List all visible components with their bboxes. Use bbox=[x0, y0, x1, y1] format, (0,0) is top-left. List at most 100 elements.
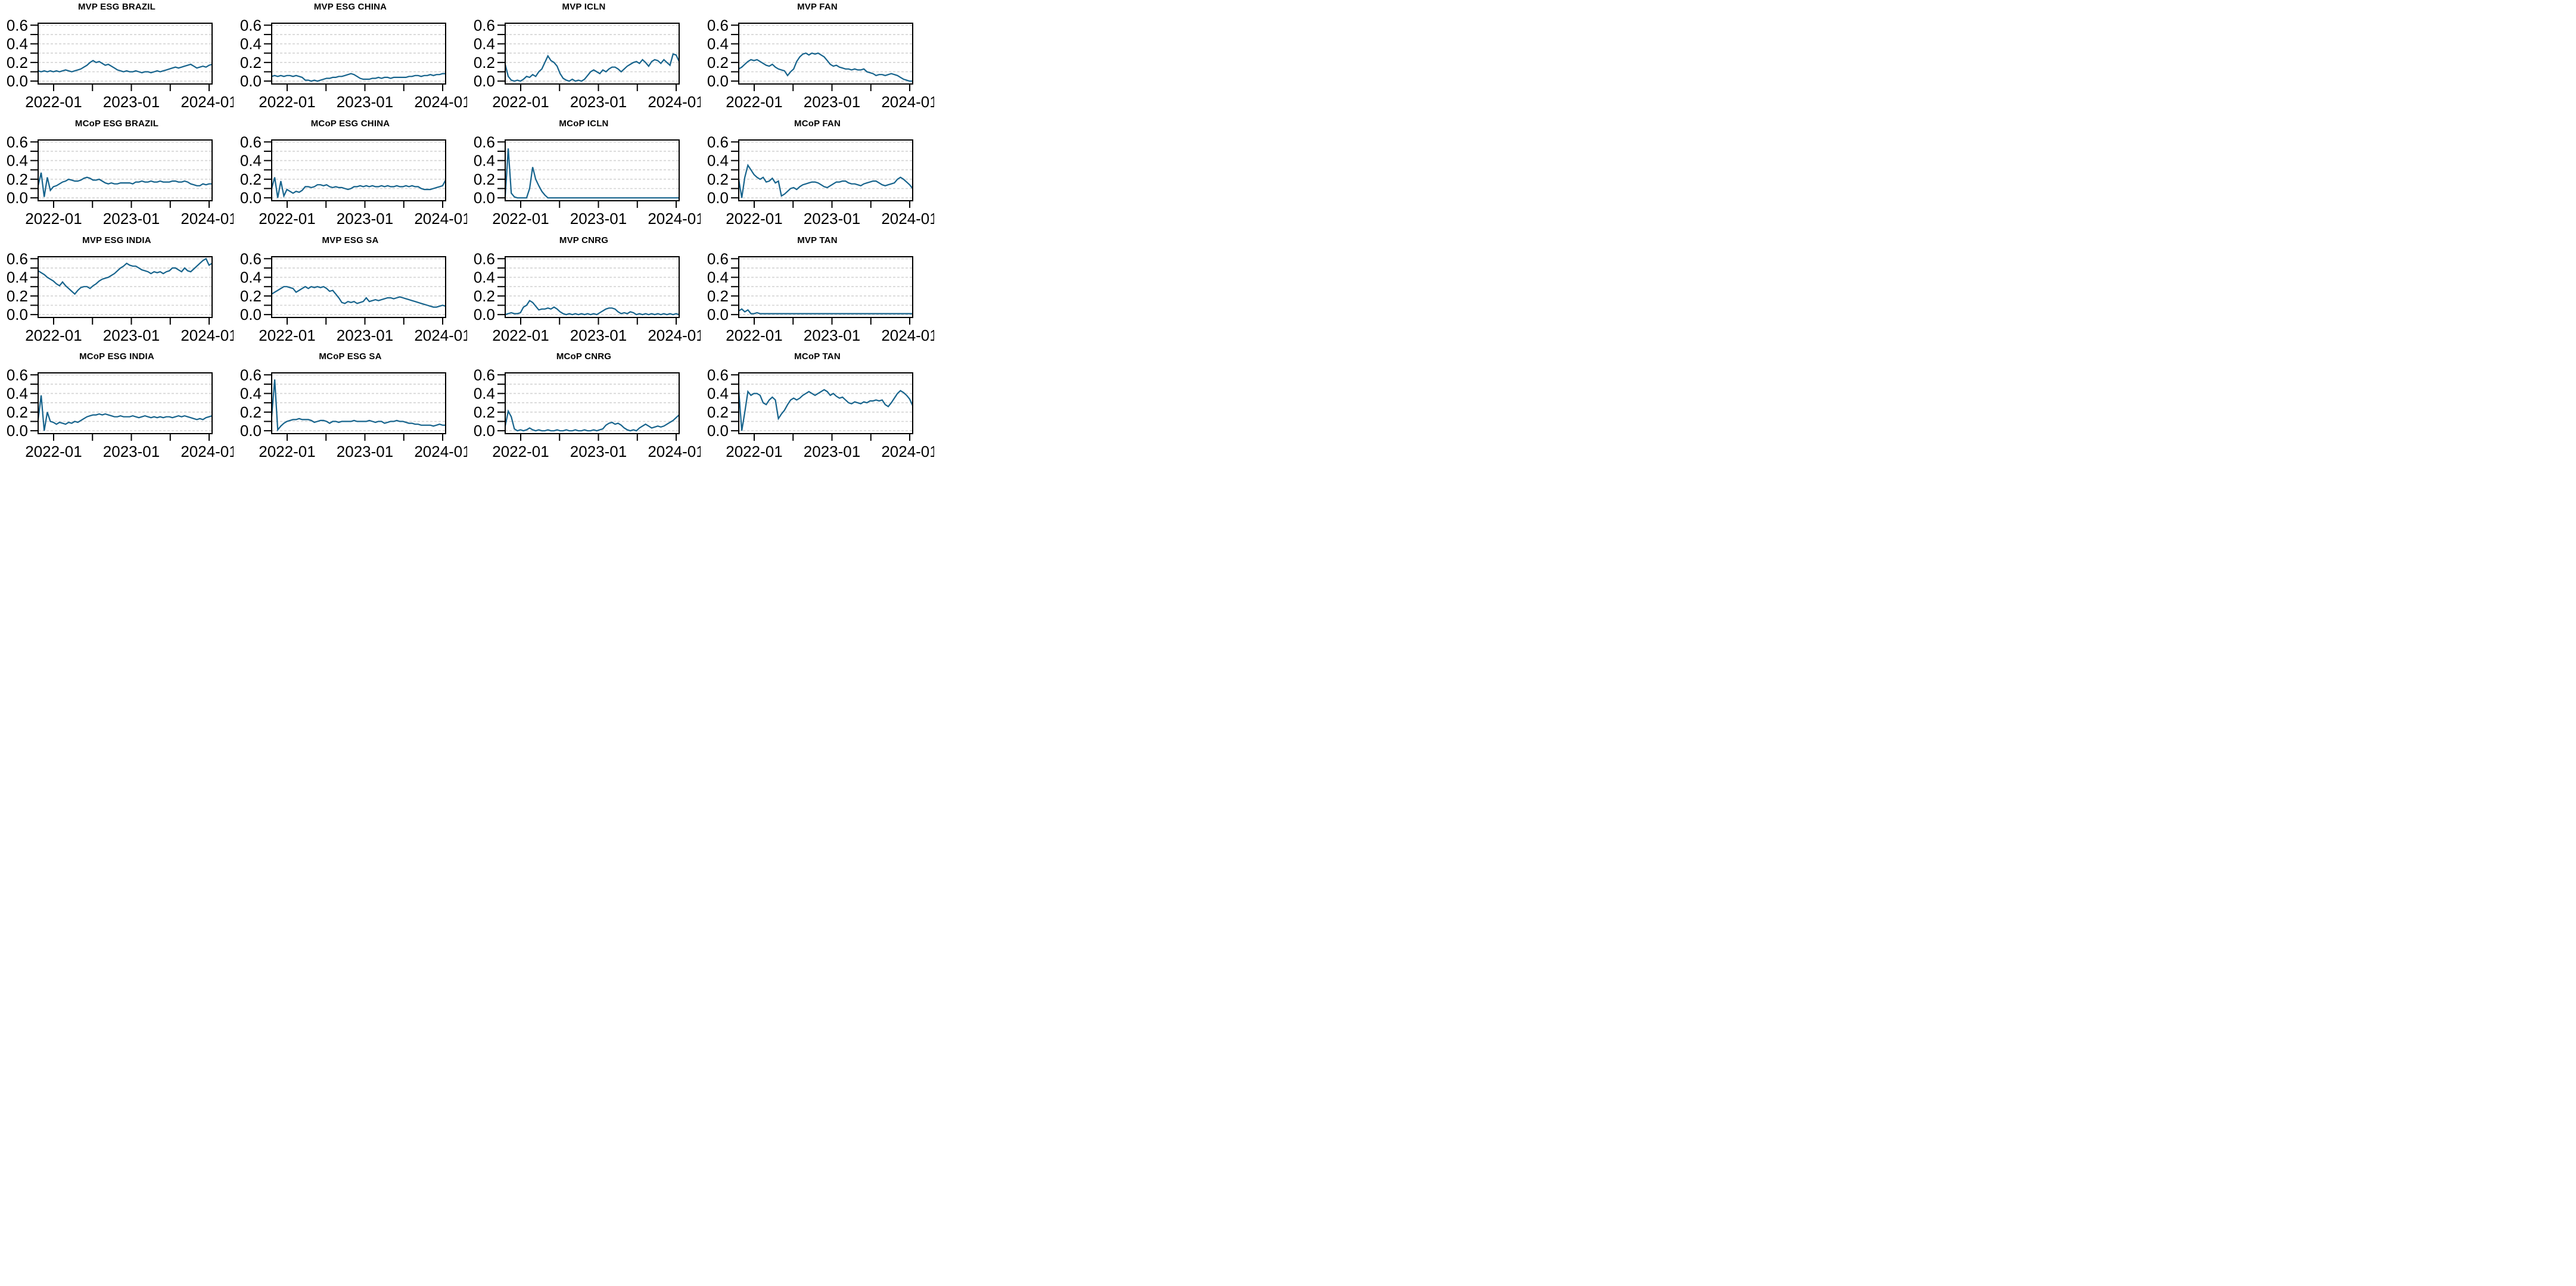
y-tick-label: 0.2 bbox=[7, 287, 28, 304]
x-tick-label: 2024-01 bbox=[881, 93, 934, 111]
x-axis: 2022-01 2023-01 2024-01 bbox=[726, 434, 934, 460]
x-tick-label: 2024-01 bbox=[414, 210, 467, 228]
y-tick-label: 0.4 bbox=[7, 268, 28, 286]
y-axis: 0.00.20.40.6 bbox=[240, 133, 272, 207]
gridlines bbox=[739, 141, 913, 198]
y-tick-label: 0.4 bbox=[240, 35, 262, 53]
y-axis: 0.00.20.40.6 bbox=[707, 366, 739, 440]
y-tick-label: 0.4 bbox=[474, 268, 495, 286]
subplot: MVP ESG INDIA 0.0 0.2 0.4 0.6 2022-01 2023-01… bbox=[0, 233, 234, 350]
y-tick-label: 0.2 bbox=[474, 287, 495, 304]
x-axis: 2022-01 2023-01 2024-01 bbox=[259, 200, 467, 228]
y-axis: 0.00.20.40.6 bbox=[707, 133, 739, 207]
y-axis: 0.00.20.40.6 bbox=[474, 16, 505, 90]
x-tick-label: 2024-01 bbox=[181, 93, 234, 111]
series-line bbox=[270, 379, 446, 432]
x-tick-label: 2023-01 bbox=[804, 93, 860, 111]
y-axis: 0.00.20.40.6 bbox=[240, 250, 272, 323]
x-axis: 2022-01 2023-01 2024-01 bbox=[259, 317, 467, 344]
x-axis: 2022-01 2023-01 2024-01 bbox=[259, 84, 467, 111]
y-tick-label: 0.2 bbox=[707, 54, 729, 71]
subplot: MVP ESG CHINA 0.0 0.2 0.4 0.6 2022-01 2023-01… bbox=[234, 0, 467, 117]
x-tick-label: 2024-01 bbox=[881, 443, 934, 460]
plot-title: MVP ICLN bbox=[562, 2, 606, 12]
y-axis: 0.00.20.40.6 bbox=[7, 366, 38, 440]
x-tick-label: 2022-01 bbox=[25, 326, 82, 344]
x-tick-label: 2024-01 bbox=[648, 210, 701, 228]
x-tick-label: 2022-01 bbox=[726, 93, 782, 111]
x-tick-label: 2022-01 bbox=[492, 93, 549, 111]
x-tick-label: 2022-01 bbox=[726, 210, 782, 228]
x-tick-label: 2024-01 bbox=[414, 93, 467, 111]
plot-title: MCoP ICLN bbox=[559, 118, 609, 129]
x-axis: 2022-01 2023-01 2024-01 bbox=[726, 317, 934, 344]
y-axis: 0.00.20.40.6 bbox=[240, 366, 272, 440]
series-line bbox=[738, 52, 913, 82]
x-tick-label: 2023-01 bbox=[570, 443, 627, 460]
y-tick-label: 0.2 bbox=[240, 403, 262, 421]
subplot: MVP ESG SA 0.0 0.2 0.4 0.6 2022-01 2023-01 202… bbox=[234, 233, 467, 350]
y-tick-label: 0.2 bbox=[707, 403, 729, 421]
plot-title: MCoP CNRG bbox=[556, 351, 612, 362]
x-axis: 2022-01 2023-01 2024-01 bbox=[25, 434, 234, 460]
plot-title: MCoP TAN bbox=[794, 351, 841, 362]
y-axis: 0.00.20.40.6 bbox=[7, 16, 38, 90]
x-axis: 2022-01 2023-01 2024-01 bbox=[259, 434, 467, 460]
x-tick-label: 2022-01 bbox=[492, 443, 549, 460]
gridlines bbox=[272, 24, 446, 82]
y-tick-label: 0.0 bbox=[240, 72, 262, 90]
y-tick-label: 0.2 bbox=[474, 54, 495, 71]
y-tick-label: 0.6 bbox=[707, 250, 729, 267]
y-tick-label: 0.4 bbox=[474, 151, 495, 169]
y-tick-label: 0.4 bbox=[7, 151, 28, 169]
y-tick-label: 0.6 bbox=[474, 133, 495, 151]
x-tick-label: 2024-01 bbox=[881, 210, 934, 228]
x-tick-label: 2023-01 bbox=[337, 326, 393, 344]
y-tick-label: 0.4 bbox=[7, 35, 28, 53]
gridlines bbox=[739, 374, 913, 432]
series-line bbox=[37, 395, 213, 431]
subplot: MCoP ICLN 0.0 0.2 0.4 0.6 2022-01 2023-01 2024… bbox=[467, 116, 701, 233]
y-tick-label: 0.4 bbox=[707, 268, 729, 286]
x-axis: 2022-01 2023-01 2024-01 bbox=[492, 317, 701, 344]
series-line bbox=[504, 409, 680, 432]
x-tick-label: 2023-01 bbox=[103, 326, 160, 344]
x-tick-label: 2023-01 bbox=[337, 210, 393, 228]
series-line bbox=[271, 285, 446, 308]
y-tick-label: 0.2 bbox=[240, 54, 262, 71]
subplot: MCoP ESG SA 0.0 0.2 0.4 0.6 2022-01 2023-01 20… bbox=[234, 350, 467, 466]
series-line bbox=[504, 148, 679, 199]
gridlines bbox=[272, 257, 446, 315]
series-line bbox=[271, 73, 446, 82]
gridlines bbox=[505, 24, 679, 82]
subplot: MVP ICLN 0.0 0.2 0.4 0.6 2022-01 2023-01 2024-… bbox=[467, 0, 701, 117]
x-tick-label: 2022-01 bbox=[259, 443, 315, 460]
y-tick-label: 0.0 bbox=[474, 306, 495, 323]
series-line bbox=[270, 177, 446, 198]
y-axis: 0.00.20.40.6 bbox=[474, 366, 505, 440]
x-axis: 2022-01 2023-01 2024-01 bbox=[726, 84, 934, 111]
plot-title: MCoP FAN bbox=[794, 118, 841, 129]
y-tick-label: 0.2 bbox=[474, 403, 495, 421]
y-tick-label: 0.0 bbox=[7, 306, 28, 323]
subplot: MVP FAN 0.0 0.2 0.4 0.6 2022-01 2023-01 2024-0… bbox=[701, 0, 934, 117]
plot-title: MVP ESG INDIA bbox=[82, 235, 151, 245]
y-tick-label: 0.6 bbox=[707, 133, 729, 151]
plot-title: MCoP ESG INDIA bbox=[79, 351, 154, 362]
x-tick-label: 2022-01 bbox=[492, 210, 549, 228]
y-tick-label: 0.2 bbox=[240, 170, 262, 188]
y-tick-label: 0.6 bbox=[7, 250, 28, 267]
x-axis: 2022-01 2023-01 2024-01 bbox=[492, 434, 701, 460]
y-tick-label: 0.6 bbox=[7, 16, 28, 34]
series-line bbox=[738, 163, 913, 198]
x-tick-label: 2024-01 bbox=[414, 326, 467, 344]
x-tick-label: 2023-01 bbox=[804, 443, 860, 460]
